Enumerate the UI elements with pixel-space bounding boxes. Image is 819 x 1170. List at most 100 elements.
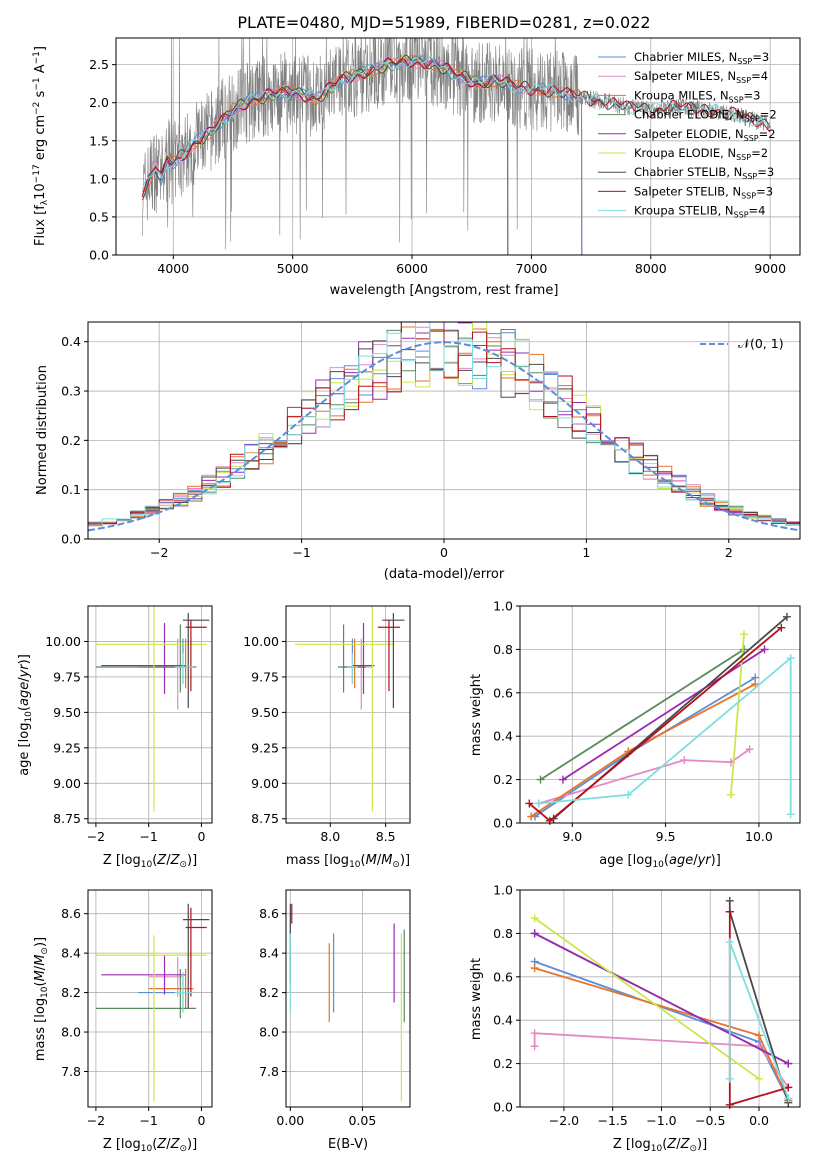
spectrum-ylabel: Flux [fλ10−17 erg cm−2 s−1 A−1] bbox=[32, 46, 50, 246]
z-mass-ylabel: mass [log10(M/M⊙)] bbox=[33, 937, 50, 1061]
z-weight-ytick-label-0: 0.0 bbox=[493, 1100, 513, 1115]
z-mass-panel: −2 −1 0 7.8 8.0 8.2 8.4 8.6 Z [log10(Z/Z⊙)] mas… bbox=[33, 889, 213, 1154]
legend-label-kroupa_stelib: Kroupa STELIB, NSSP=4 bbox=[634, 204, 765, 220]
mass-age-xlabel: mass [log10(M/M⊙)] bbox=[286, 853, 410, 870]
z-mass-xtick-label-0: −2 bbox=[87, 1113, 105, 1128]
z-weight-marker-salpeter_elodie-1 bbox=[784, 1059, 793, 1068]
spectrum-xtick-label-5: 9000 bbox=[754, 261, 786, 276]
residuals-ytick-label-4: 0.4 bbox=[61, 334, 81, 349]
z-mass-ytick-label-0: 7.8 bbox=[61, 1064, 81, 1079]
z-weight-ticks: −2.0 −1.5 −1.0 −0.5 0.0 0.0 0.2 0.4 0.6 0.8 1.0 bbox=[493, 883, 769, 1129]
age-weight-frame bbox=[519, 605, 801, 824]
mass-age-errorbars bbox=[294, 606, 405, 812]
legend-label-kroupa_elodie: Kroupa ELODIE, NSSP=2 bbox=[634, 146, 768, 162]
mass-age-ytick-label-5: 10.00 bbox=[243, 634, 279, 649]
spectrum-panel: 4000 5000 6000 7000 8000 9000 0.0 0.5 1.0 1.5 2.0 2… bbox=[32, 37, 801, 298]
z-weight-panel: −2.0 −1.5 −1.0 −0.5 0.0 0.0 0.2 0.4 0.6 0.8 1.0 Z … bbox=[469, 883, 801, 1154]
spectrum-model-salpeter_stelib bbox=[141, 57, 771, 198]
z-weight-marker-kroupa_miles-1 bbox=[755, 1031, 764, 1040]
mass-age-xtick-label-0: 8.0 bbox=[320, 829, 340, 844]
z-age-xtick-label-1: −1 bbox=[139, 829, 157, 844]
mass-age-panel: 8.0 8.5 8.75 9.00 9.25 9.50 9.75 10.00 mass [lo… bbox=[243, 605, 411, 870]
z-weight-marker-kroupa_stelib-1 bbox=[725, 938, 734, 947]
spectrum-model-kroupa_stelib bbox=[141, 56, 771, 190]
z-weight-lines bbox=[530, 896, 793, 1109]
ebv-mass-ytick-label-2: 8.2 bbox=[259, 985, 279, 1000]
mass-age-frame bbox=[285, 605, 411, 824]
z-age-xtick-label-2: 0 bbox=[197, 829, 205, 844]
residuals-panel: −2 −1 0 1 2 0.0 0.1 0.2 0.3 0.4 (data-model)/erro… bbox=[35, 321, 801, 582]
ebv-mass-ytick-label-1: 8.0 bbox=[259, 1025, 279, 1040]
age-weight-xtick-label-1: 9.5 bbox=[656, 829, 676, 844]
z-weight-plot-area bbox=[520, 889, 800, 1109]
spectrum-xtick-label-3: 7000 bbox=[516, 261, 548, 276]
z-age-panel: −2 −1 0 8.75 9.00 9.25 9.50 9.75 10.00 Z [log10(… bbox=[17, 605, 213, 870]
ebv-mass-xtick-label-0: 0.00 bbox=[276, 1113, 304, 1128]
z-mass-ytick-label-3: 8.4 bbox=[61, 946, 81, 961]
age-weight-marker-kroupa_elodie-0 bbox=[726, 790, 735, 799]
z-weight-ytick-label-5: 1.0 bbox=[493, 883, 513, 898]
ebv-mass-frame bbox=[285, 889, 411, 1108]
z-weight-marker-salpeter_miles-0 bbox=[530, 1042, 539, 1051]
ebv-mass-ytick-label-4: 8.6 bbox=[259, 906, 279, 921]
residuals-xtick-label-4: 2 bbox=[725, 545, 733, 560]
mass-age-ytick-label-2: 9.25 bbox=[251, 740, 279, 755]
spectrum-xtick-label-4: 8000 bbox=[635, 261, 667, 276]
spectrum-xtick-label-1: 5000 bbox=[277, 261, 309, 276]
z-mass-plot-area bbox=[88, 890, 212, 1107]
z-weight-marker-salpeter_stelib-2 bbox=[784, 1083, 793, 1092]
legend-label-chabrier_miles: Chabrier MILES, NSSP=3 bbox=[634, 50, 769, 66]
residuals-ytick-label-3: 0.3 bbox=[61, 384, 81, 399]
mass-age-plot-area bbox=[286, 606, 410, 823]
legend-label-kroupa_miles: Kroupa MILES, NSSP=3 bbox=[634, 88, 760, 104]
residuals-xtick-label-1: −1 bbox=[292, 545, 310, 560]
mass-age-ytick-label-0: 8.75 bbox=[251, 811, 279, 826]
age-weight-ylabel: mass weight bbox=[469, 674, 484, 756]
age-weight-marker-salpeter_stelib-0 bbox=[525, 799, 534, 808]
residuals-ytick-label-1: 0.1 bbox=[61, 482, 81, 497]
age-weight-marker-salpeter_stelib-2 bbox=[777, 623, 786, 632]
z-mass-xtick-label-1: −1 bbox=[139, 1113, 157, 1128]
age-weight-marker-chabrier_elodie-1 bbox=[740, 645, 748, 654]
legend-label-chabrier_stelib: Chabrier STELIB, NSSP=3 bbox=[634, 165, 774, 181]
z-weight-marker-salpeter_elodie-0 bbox=[530, 929, 539, 938]
age-weight-marker-chabrier_stelib-1 bbox=[782, 612, 791, 621]
spectrum-curves bbox=[141, 38, 771, 255]
z-age-xlabel: Z [log10(Z/Z⊙)] bbox=[103, 853, 197, 870]
mass-age-ytick-label-1: 9.00 bbox=[251, 776, 279, 791]
z-weight-marker-salpeter_stelib-0 bbox=[725, 907, 734, 916]
age-weight-marker-salpeter_miles-1 bbox=[680, 756, 689, 765]
figure-title: PLATE=0480, MJD=51989, FIBERID=0281, z=0… bbox=[237, 13, 650, 32]
residuals-steps bbox=[88, 322, 800, 532]
z-mass-ticks: −2 −1 0 7.8 8.0 8.2 8.4 8.6 bbox=[61, 906, 205, 1128]
spectrum-ytick-label-1: 0.5 bbox=[89, 209, 109, 224]
age-weight-ytick-label-2: 0.4 bbox=[493, 729, 513, 744]
z-age-plot-area bbox=[88, 606, 212, 823]
age-weight-marker-kroupa_miles-2 bbox=[751, 680, 760, 689]
spectrum-model-salpeter_miles bbox=[141, 57, 583, 255]
age-weight-marker-kroupa_stelib-3 bbox=[786, 810, 795, 819]
age-weight-marker-salpeter_elodie-0 bbox=[558, 775, 567, 784]
age-weight-xtick-label-0: 9.0 bbox=[562, 829, 582, 844]
age-weight-ytick-label-4: 0.8 bbox=[493, 642, 513, 657]
z-weight-xtick-label-1: −1.5 bbox=[598, 1113, 628, 1128]
residuals-ytick-label-0: 0.0 bbox=[61, 532, 81, 547]
gaussian-curve bbox=[88, 341, 800, 532]
z-weight-ytick-label-2: 0.4 bbox=[493, 1013, 513, 1028]
legend-label-salpeter_elodie: Salpeter ELODIE, NSSP=2 bbox=[634, 127, 776, 143]
ebv-mass-ticks: 0.00 0.05 7.8 8.0 8.2 8.4 8.6 bbox=[259, 906, 376, 1128]
z-mass-ytick-label-4: 8.6 bbox=[61, 906, 81, 921]
age-weight-marker-kroupa_miles-0 bbox=[527, 812, 536, 821]
age-weight-ytick-label-1: 0.2 bbox=[493, 772, 513, 787]
z-mass-xlabel: Z [log10(Z/Z⊙)] bbox=[103, 1137, 197, 1154]
spectrum-ytick-label-4: 2.0 bbox=[89, 95, 109, 110]
spectrum-legend: Chabrier MILES, NSSP=3 Salpeter MILES, NS… bbox=[598, 50, 777, 220]
z-age-ytick-label-1: 9.00 bbox=[53, 776, 81, 791]
age-weight-xtick-label-2: 10.0 bbox=[745, 829, 773, 844]
residuals-ytick-label-2: 0.2 bbox=[61, 433, 81, 448]
residuals-xtick-label-0: −2 bbox=[150, 545, 168, 560]
z-age-ytick-label-2: 9.25 bbox=[53, 740, 81, 755]
age-weight-marker-salpeter_miles-3 bbox=[745, 745, 754, 754]
z-weight-ytick-label-4: 0.8 bbox=[493, 926, 513, 941]
z-weight-marker-chabrier_stelib-0 bbox=[725, 896, 734, 905]
